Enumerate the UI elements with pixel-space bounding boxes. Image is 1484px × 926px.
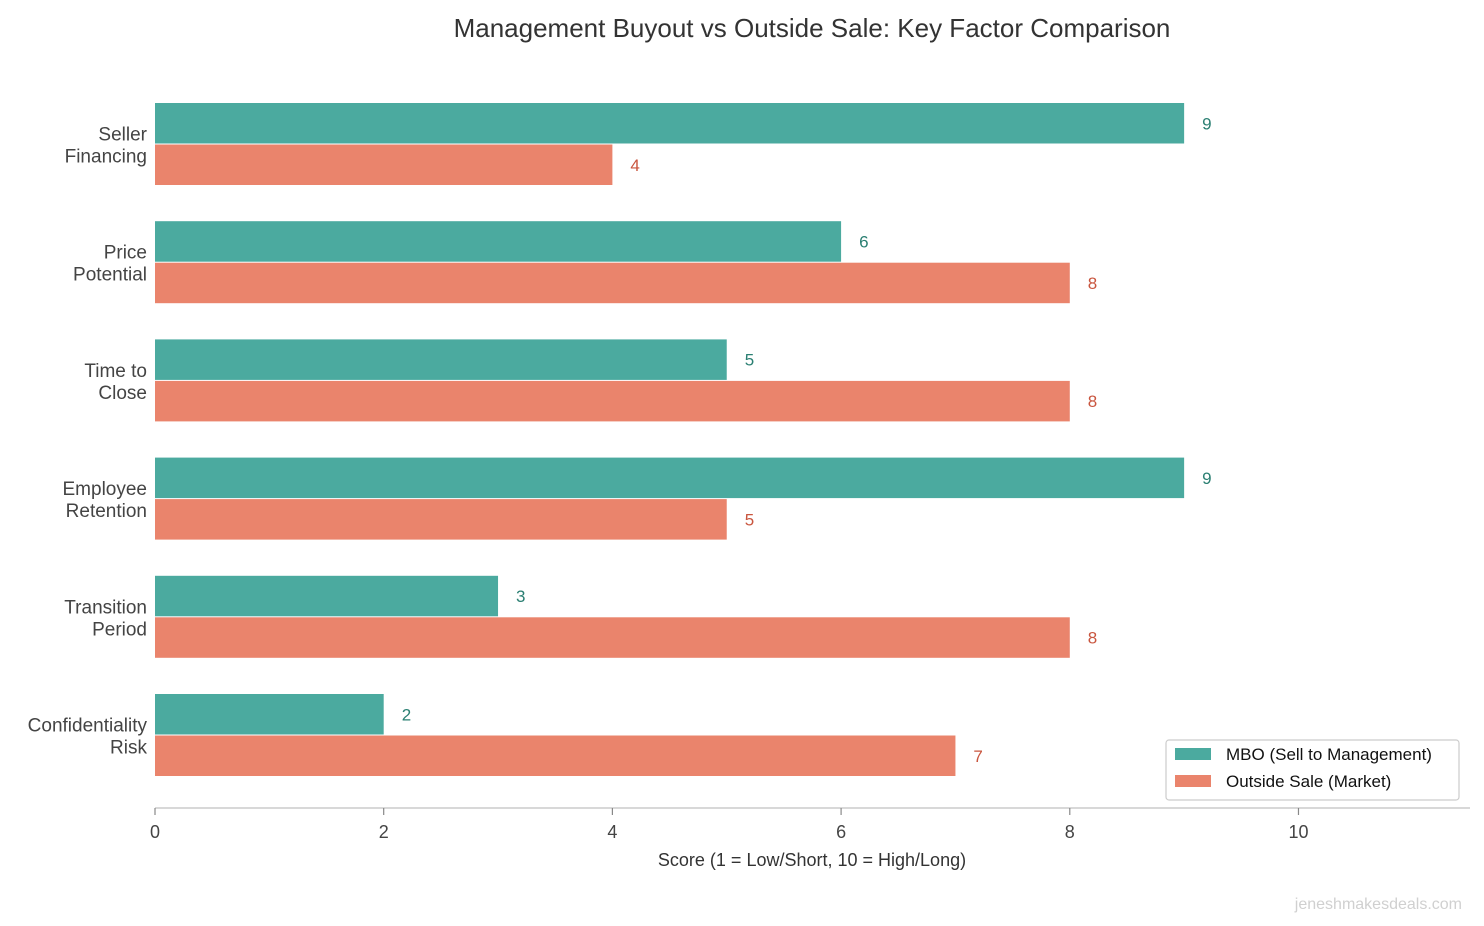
data-label: 4 (630, 156, 639, 175)
bar-outside-sale (155, 617, 1070, 658)
bar-mbo (155, 103, 1185, 144)
bar-outside-sale (155, 735, 956, 776)
x-tick-label: 6 (836, 822, 846, 842)
bar-mbo (155, 221, 842, 262)
y-tick-label: Close (98, 383, 147, 404)
data-label: 8 (1088, 629, 1097, 648)
x-tick-label: 4 (607, 822, 617, 842)
y-tick-label: Transition (64, 597, 147, 618)
data-label: 5 (745, 510, 754, 529)
legend-label-outside-sale: Outside Sale (Market) (1226, 772, 1391, 791)
bar-mbo (155, 694, 384, 735)
x-tick-label: 8 (1065, 822, 1075, 842)
y-tick-label: Price (104, 243, 147, 264)
data-label: 2 (402, 705, 411, 724)
y-tick-label: Risk (110, 738, 147, 759)
y-tick-label: Time to (84, 361, 147, 382)
legend-swatch-mbo (1175, 748, 1211, 760)
data-label: 5 (745, 351, 754, 370)
y-tick-label: Seller (98, 125, 147, 146)
legend-label-mbo: MBO (Sell to Management) (1226, 745, 1432, 764)
data-label: 9 (1202, 469, 1211, 488)
x-tick-label: 2 (379, 822, 389, 842)
x-tick-label: 0 (150, 822, 160, 842)
bar-outside-sale (155, 380, 1070, 422)
watermark: jeneshmakesdeals.com (1294, 896, 1462, 913)
y-tick-label: Potential (73, 265, 147, 286)
data-label: 8 (1088, 274, 1097, 293)
x-tick-label: 10 (1288, 822, 1308, 842)
data-label: 3 (516, 587, 525, 606)
legend: MBO (Sell to Management) Outside Sale (M… (1165, 739, 1460, 801)
bar-mbo (155, 457, 1185, 499)
bar-mbo (155, 339, 727, 380)
data-label: 7 (973, 747, 982, 766)
bar-outside-sale (155, 499, 727, 540)
y-tick-label: Employee (63, 479, 148, 500)
bar-outside-sale (155, 144, 613, 185)
bar-mbo (155, 575, 499, 617)
data-label: 9 (1202, 114, 1211, 133)
data-label: 6 (859, 232, 868, 251)
x-axis-label: Score (1 = Low/Short, 10 = High/Long) (658, 850, 966, 870)
legend-swatch-outside-sale (1175, 775, 1211, 787)
data-label: 8 (1088, 392, 1097, 411)
bar-outside-sale (155, 262, 1070, 304)
y-tick-label: Confidentiality (28, 716, 148, 737)
y-tick-label: Period (92, 619, 147, 640)
y-tick-label: Retention (66, 501, 147, 522)
y-tick-label: Financing (65, 147, 147, 168)
chart-title: Management Buyout vs Outside Sale: Key F… (454, 13, 1171, 43)
